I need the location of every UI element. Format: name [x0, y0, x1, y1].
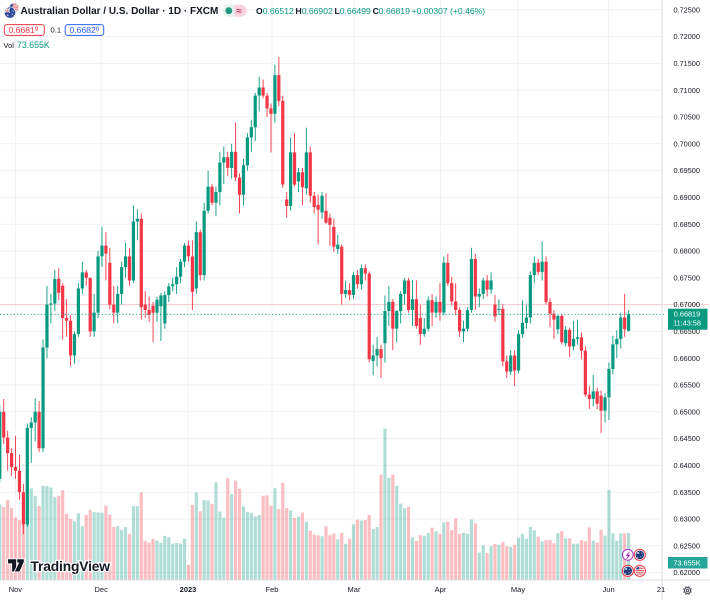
svg-text:0.72500: 0.72500: [674, 5, 700, 14]
svg-text:0.63500: 0.63500: [674, 488, 700, 497]
svg-text:0.70500: 0.70500: [674, 113, 700, 122]
svg-text:0.69000: 0.69000: [674, 193, 700, 202]
svg-text:11:43:58: 11:43:58: [673, 319, 701, 328]
svg-text:0.1: 0.1: [51, 26, 62, 35]
svg-text:Jun: Jun: [603, 585, 615, 594]
svg-text:0.66820: 0.66820: [70, 25, 100, 35]
svg-text:0.69500: 0.69500: [674, 166, 700, 175]
svg-text:0.66500: 0.66500: [674, 327, 700, 336]
svg-text:Feb: Feb: [266, 585, 279, 594]
svg-text:May: May: [511, 585, 525, 594]
svg-text:0.72000: 0.72000: [674, 32, 700, 41]
svg-text:0.65000: 0.65000: [674, 407, 700, 416]
svg-text:0.64500: 0.64500: [674, 434, 700, 443]
svg-text:Nov: Nov: [9, 585, 23, 594]
svg-text:0.71500: 0.71500: [674, 59, 700, 68]
svg-text:0.68500: 0.68500: [674, 220, 700, 229]
svg-text:0.67500: 0.67500: [674, 273, 700, 282]
svg-text:0.66819: 0.66819: [9, 25, 39, 35]
svg-text:Dec: Dec: [95, 585, 109, 594]
svg-text:73.655K: 73.655K: [673, 559, 700, 568]
svg-text:0.62500: 0.62500: [674, 541, 700, 550]
svg-text:2023: 2023: [180, 585, 197, 594]
svg-text:0.66819: 0.66819: [674, 310, 700, 319]
svg-text:21: 21: [657, 585, 665, 594]
svg-text:Mar: Mar: [348, 585, 361, 594]
svg-text:73.655K: 73.655K: [17, 40, 50, 50]
svg-text:0.71000: 0.71000: [674, 86, 700, 95]
svg-text:0.63000: 0.63000: [674, 515, 700, 524]
svg-text:0.64000: 0.64000: [674, 461, 700, 470]
svg-text:Apr: Apr: [435, 585, 447, 594]
svg-text:Australian Dollar / U.S. Dolla: Australian Dollar / U.S. Dollar · 1D · F…: [21, 6, 219, 17]
svg-text:TradingView: TradingView: [31, 559, 111, 574]
svg-text:0.66000: 0.66000: [674, 354, 700, 363]
svg-text:Vol: Vol: [4, 41, 15, 50]
svg-text:0.68000: 0.68000: [674, 247, 700, 256]
svg-text:0.67000: 0.67000: [674, 300, 700, 309]
svg-text:0.70000: 0.70000: [674, 139, 700, 148]
svg-text:0.65500: 0.65500: [674, 381, 700, 390]
svg-text:≈: ≈: [236, 6, 242, 17]
svg-text:0.62000: 0.62000: [674, 568, 700, 577]
svg-text:O0.66512 H0.66902 L0.66499 C0.: O0.66512 H0.66902 L0.66499 C0.66819 +0.0…: [256, 6, 485, 16]
